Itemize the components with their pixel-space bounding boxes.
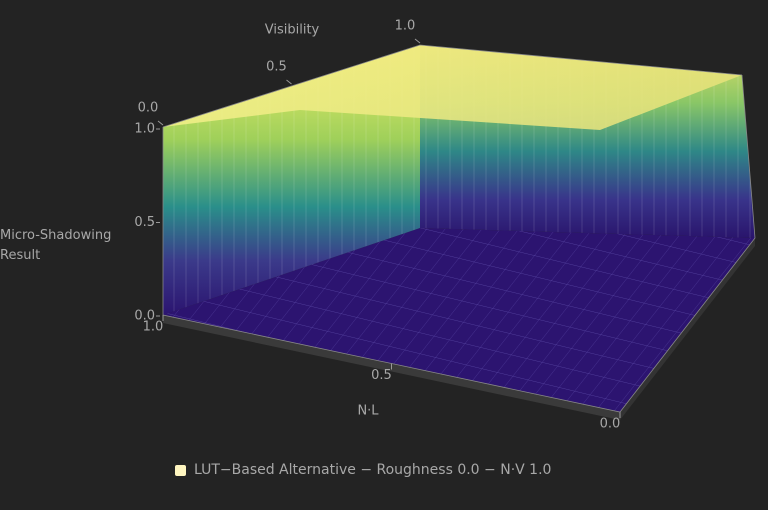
y-tick-label: 0.5: [266, 60, 287, 75]
y-tick: [286, 79, 292, 85]
z-tick-label: 0.0: [134, 309, 155, 324]
y-tick: [414, 38, 421, 44]
x-tick-label: 1.0: [143, 320, 164, 335]
z-tick-label: 0.5: [134, 215, 155, 230]
y-axis-label: Visibility: [265, 23, 320, 38]
legend-swatch: [175, 464, 186, 476]
y-tick-label: 0.0: [138, 101, 159, 116]
z-tick-label: 1.0: [134, 122, 155, 137]
legend: LUT−Based Alternative − Roughness 0.0 − …: [175, 462, 551, 478]
legend-label: LUT−Based Alternative − Roughness 0.0 − …: [194, 462, 552, 478]
y-tick: [157, 120, 164, 126]
x-tick-label: 0.5: [371, 368, 392, 383]
x-tick-label: 0.0: [600, 417, 621, 432]
surface: [162, 44, 756, 420]
x-axis-label: N·L: [357, 404, 379, 419]
z-axis-label: Micro-Shadowing Result: [0, 228, 112, 263]
y-tick-label: 1.0: [395, 19, 416, 34]
